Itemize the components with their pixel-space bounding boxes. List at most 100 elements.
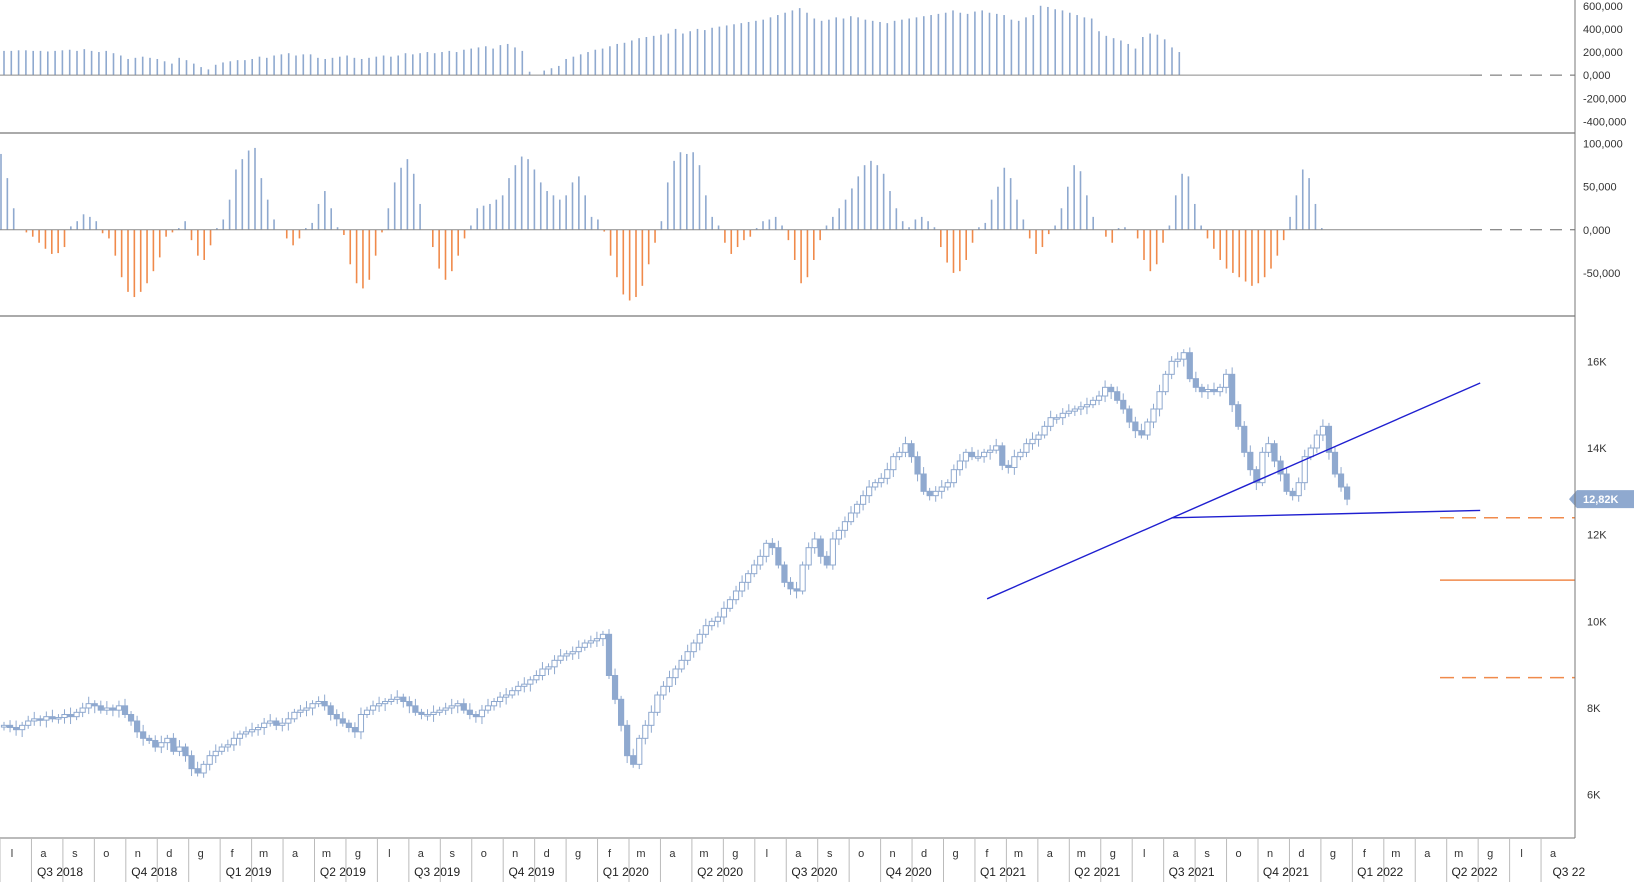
candle-body bbox=[194, 768, 201, 774]
candle-body bbox=[1271, 443, 1278, 462]
candle-body bbox=[424, 714, 431, 717]
candle-body bbox=[418, 711, 425, 715]
oscillator-panel: 100,000 50,000 0,000 -50,000 bbox=[0, 139, 1623, 317]
candle-body bbox=[309, 703, 316, 709]
candle-body bbox=[182, 746, 189, 757]
candle-body bbox=[472, 714, 479, 718]
candle-body bbox=[1120, 399, 1127, 410]
candle-body bbox=[1059, 412, 1066, 419]
quarter-tick-label: Q3 2019 bbox=[414, 865, 460, 879]
quarter-tick-label: Q1 2019 bbox=[226, 865, 272, 879]
candle-body bbox=[974, 456, 982, 459]
candle-body bbox=[1071, 408, 1078, 412]
month-tick-label: m bbox=[322, 848, 331, 860]
candle-body bbox=[478, 709, 486, 718]
candle-body bbox=[987, 449, 994, 453]
candle-body bbox=[0, 724, 8, 728]
candle-body bbox=[1259, 451, 1266, 484]
candle-body bbox=[587, 640, 594, 644]
candle-body bbox=[642, 724, 649, 739]
candle-body bbox=[654, 694, 661, 713]
candle-body bbox=[1077, 406, 1085, 410]
candle-body bbox=[1047, 417, 1054, 427]
candle-body bbox=[146, 737, 153, 741]
candle-body bbox=[823, 555, 830, 566]
candle-body bbox=[1017, 451, 1024, 458]
candle-body bbox=[503, 694, 510, 698]
candle-body bbox=[484, 705, 492, 711]
candle-body bbox=[1235, 404, 1242, 427]
candle-body bbox=[140, 731, 147, 739]
candle-body bbox=[672, 668, 679, 679]
candle-body bbox=[1126, 408, 1133, 423]
candle-body bbox=[1319, 425, 1327, 436]
candle-body bbox=[630, 755, 637, 765]
quarter-tick-label: Q4 2018 bbox=[131, 865, 177, 879]
candle-body bbox=[109, 707, 117, 711]
candle-body bbox=[248, 729, 256, 733]
trendline bbox=[986, 382, 1481, 600]
candle-body bbox=[702, 625, 709, 635]
month-tick-label: a bbox=[795, 848, 802, 860]
quarter-tick-label: Q3 2020 bbox=[791, 865, 837, 879]
candle-body bbox=[13, 727, 20, 731]
candle-body bbox=[170, 737, 177, 752]
candle-body bbox=[497, 696, 504, 703]
candle-body bbox=[1186, 352, 1193, 380]
month-tick-label: l bbox=[11, 848, 13, 860]
candle-body bbox=[648, 711, 655, 726]
quarter-tick-label: Q3 22 bbox=[1552, 865, 1585, 879]
candle-body bbox=[1295, 482, 1302, 497]
candle-body bbox=[61, 714, 68, 719]
candle-body bbox=[1156, 391, 1163, 410]
candle-body bbox=[6, 724, 14, 728]
month-tick-label: s bbox=[827, 848, 833, 860]
volume-y-tick-label: -200,000 bbox=[1583, 93, 1626, 105]
volume-panel: 600,000 400,000 200,000 0,000 -200,000 -400,0… bbox=[0, 1, 1626, 134]
candle-body bbox=[273, 720, 280, 726]
month-tick-label: f bbox=[985, 848, 989, 860]
candle-body bbox=[896, 451, 903, 458]
candle-body bbox=[581, 642, 588, 648]
oscillator-y-tick-label: 100,000 bbox=[1583, 139, 1623, 151]
candle-body bbox=[369, 705, 377, 711]
candle-body bbox=[1102, 386, 1109, 397]
candle-body bbox=[593, 638, 600, 642]
candle-body bbox=[279, 722, 286, 726]
candle-body bbox=[79, 707, 86, 713]
candle-body bbox=[575, 646, 582, 653]
candle-body bbox=[860, 495, 867, 505]
candle-body bbox=[829, 538, 836, 566]
candle-body bbox=[817, 538, 824, 557]
candle-body bbox=[932, 490, 939, 497]
candle-body bbox=[787, 581, 794, 590]
candle-body bbox=[1053, 417, 1060, 420]
candle-body bbox=[769, 542, 776, 549]
candle-body bbox=[448, 705, 455, 709]
month-tick-label: o bbox=[103, 848, 109, 860]
quarter-tick-label: Q2 2022 bbox=[1451, 865, 1497, 879]
candle-body bbox=[902, 443, 909, 453]
candle-body bbox=[539, 668, 546, 676]
month-tick-label: l bbox=[388, 848, 390, 860]
candle-body bbox=[1180, 352, 1187, 360]
month-tick-label: a bbox=[292, 848, 299, 860]
month-tick-label: f bbox=[608, 848, 612, 860]
month-tick-label: m bbox=[259, 848, 268, 860]
candle-body bbox=[327, 705, 334, 715]
candle-body bbox=[1132, 421, 1139, 432]
candle-body bbox=[1198, 386, 1206, 393]
candle-body bbox=[454, 703, 461, 707]
candle-body bbox=[739, 581, 746, 592]
candle-body bbox=[1065, 410, 1072, 414]
candle-body bbox=[1174, 358, 1181, 362]
candle-body bbox=[333, 714, 340, 720]
candle-body bbox=[388, 698, 395, 702]
candle-body bbox=[297, 709, 304, 713]
candle-body bbox=[103, 707, 110, 711]
candle-body bbox=[908, 443, 915, 458]
candle-body bbox=[509, 690, 516, 696]
candle-body bbox=[999, 445, 1006, 466]
candle-body bbox=[382, 701, 389, 705]
